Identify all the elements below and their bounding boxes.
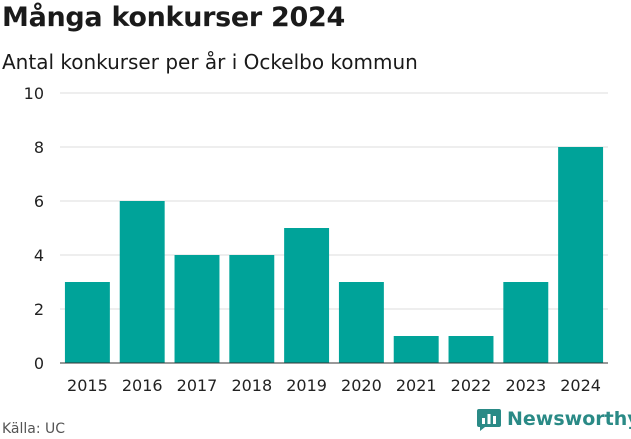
y-tick-label: 6 [34, 192, 44, 211]
x-tick-label: 2023 [505, 376, 546, 395]
x-tick-label: 2015 [67, 376, 108, 395]
x-tick-label: 2020 [341, 376, 382, 395]
bar-2023 [503, 282, 549, 363]
x-axis-tick-labels: 2015 2016 2017 2018 2019 2020 2021 2022 2023 2024 [67, 376, 601, 395]
bar-2019 [284, 228, 330, 363]
x-tick-label: 2024 [560, 376, 601, 395]
bar-chart-logo-icon [477, 409, 501, 431]
x-tick-label: 2018 [231, 376, 272, 395]
x-tick-label: 2017 [177, 376, 218, 395]
bar-2024 [558, 147, 604, 363]
y-tick-label: 2 [34, 300, 44, 319]
chart-title: Många konkurser 2024 [2, 2, 345, 33]
bar-2018 [229, 255, 275, 363]
brand-name: Newsworthy [507, 408, 631, 430]
bar-2015 [64, 282, 110, 363]
x-tick-label: 2016 [122, 376, 163, 395]
x-tick-label: 2019 [286, 376, 327, 395]
bar-2022 [448, 336, 494, 363]
bar-2021 [393, 336, 439, 363]
y-tick-label: 10 [24, 84, 44, 103]
x-tick-label: 2021 [396, 376, 437, 395]
bars [64, 147, 604, 363]
bar-2016 [119, 201, 165, 363]
bar-2020 [338, 282, 384, 363]
y-tick-label: 0 [34, 354, 44, 373]
y-tick-label: 8 [34, 138, 44, 157]
x-tick-label: 2022 [451, 376, 492, 395]
chart-subtitle: Antal konkurser per år i Ockelbo kommun [2, 50, 418, 74]
source-note: Källa: UC [2, 421, 66, 437]
y-tick-label: 4 [34, 246, 44, 265]
brand-logo: Newsworthy [476, 407, 631, 431]
y-axis-tick-labels: 0 2 4 6 8 10 [24, 84, 44, 373]
bar-2017 [174, 255, 220, 363]
